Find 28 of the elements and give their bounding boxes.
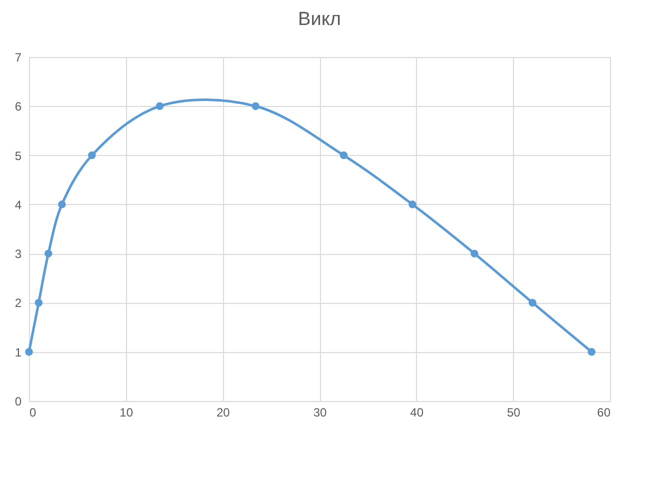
y-tick-label: 0 <box>14 394 22 408</box>
point <box>408 200 416 208</box>
point <box>340 151 348 160</box>
y-tick-label: 6 <box>14 100 22 114</box>
x-tick-label: 30 <box>313 406 327 420</box>
x-tick-label: 50 <box>506 406 521 420</box>
x-tick-label: 40 <box>410 406 424 420</box>
point <box>588 348 596 356</box>
point <box>528 298 536 307</box>
point <box>88 151 96 160</box>
x-tick-label: 60 <box>597 406 611 420</box>
y-tick-label: 1 <box>14 345 22 360</box>
x-tick-label: 20 <box>216 406 230 420</box>
point <box>470 250 478 258</box>
y-tick-label: 5 <box>14 148 22 163</box>
y-tick-label: 2 <box>14 296 22 310</box>
chart-title: Викл <box>298 9 341 30</box>
point <box>25 348 33 356</box>
x-tick-label: 0 <box>30 406 36 420</box>
y-tick-label: 7 <box>14 50 22 64</box>
y-tick-label: 3 <box>14 247 22 262</box>
point <box>58 200 66 208</box>
point <box>156 102 164 110</box>
point <box>34 298 43 307</box>
point <box>44 250 52 258</box>
x-tick-label: 10 <box>120 406 134 420</box>
y-tick-label: 4 <box>14 198 22 212</box>
point <box>252 102 260 110</box>
